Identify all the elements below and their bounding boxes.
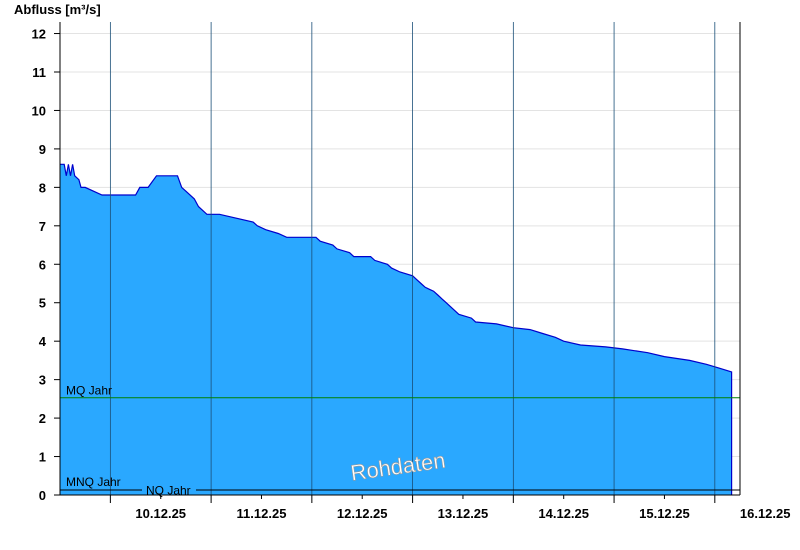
discharge-line xyxy=(60,163,733,495)
mq-jahr-label: MQ Jahr xyxy=(66,384,112,398)
y-axis-label: Abfluss [m³/s] xyxy=(14,2,101,17)
x-tick-label: 12.12.25 xyxy=(337,506,388,521)
y-tick-label: 4 xyxy=(39,334,47,349)
day-lines xyxy=(109,22,716,495)
y-tick-label: 1 xyxy=(39,450,46,465)
x-tick-label: 14.12.25 xyxy=(538,506,589,521)
axes xyxy=(54,22,741,503)
nq-jahr-label: NQ Jahr xyxy=(146,484,191,498)
reference-lines: MQ Jahr MNQ Jahr NQ Jahr xyxy=(60,384,740,498)
x-tick-label: 10.12.25 xyxy=(135,506,186,521)
mnq-jahr-label: MNQ Jahr xyxy=(66,475,121,489)
y-tick-label: 9 xyxy=(39,142,46,157)
x-tick-label: 15.12.25 xyxy=(639,506,690,521)
series-area-layer xyxy=(60,163,733,496)
x-tick-label: 13.12.25 xyxy=(438,506,489,521)
discharge-area xyxy=(60,164,732,496)
y-tick-label: 0 xyxy=(39,488,46,503)
y-tick-label: 7 xyxy=(39,219,46,234)
y-tick-label: 2 xyxy=(39,411,46,426)
y-tick-label: 11 xyxy=(32,65,46,80)
y-tick-label: 10 xyxy=(32,103,46,118)
y-tick-label: 12 xyxy=(32,27,46,42)
y-tick-label: 6 xyxy=(39,257,46,272)
y-tick-label: 5 xyxy=(39,296,46,311)
x-tick-label: 16.12.25 xyxy=(740,506,791,521)
x-tick-label: 11.12.25 xyxy=(237,506,287,521)
y-tick-label: 3 xyxy=(39,373,46,388)
y-tick-label: 8 xyxy=(39,180,46,195)
x-tick-labels: 10.12.25 11.12.25 12.12.25 13.12.25 14.12.25… xyxy=(135,506,790,521)
